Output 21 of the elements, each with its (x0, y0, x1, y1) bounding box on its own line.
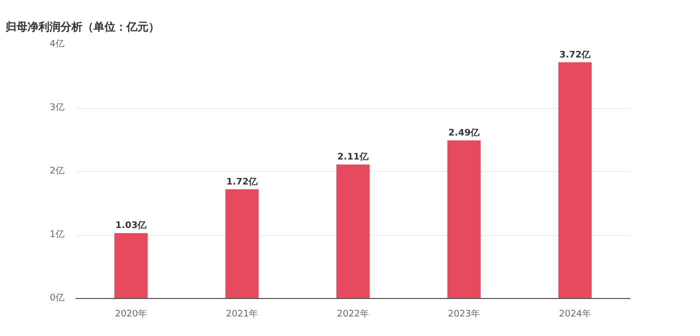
bar (558, 62, 592, 298)
data-label: 3.72亿 (559, 49, 592, 60)
x-tick-label: 2021年 (226, 308, 258, 320)
y-tick-label: 2亿 (50, 166, 65, 176)
y-tick-label: 0亿 (50, 292, 65, 304)
data-label: 2.49亿 (448, 127, 481, 138)
x-tick-label: 2022年 (337, 308, 369, 320)
x-tick-label: 2023年 (448, 308, 480, 320)
chart-title: 归母净利润分析（单位：亿元） (4, 20, 160, 34)
bar (447, 140, 481, 298)
y-tick-label: 3亿 (50, 102, 65, 113)
data-label: 1.03亿 (115, 220, 148, 232)
data-label: 1.72亿 (226, 176, 259, 188)
bar (225, 189, 259, 298)
data-label: 2.11亿 (337, 152, 370, 163)
bar (114, 233, 148, 298)
x-tick-label: 2020年 (115, 308, 147, 320)
x-tick-label: 2024年 (559, 308, 591, 320)
y-tick-label: 4亿 (50, 38, 65, 50)
bar (336, 164, 370, 298)
y-tick-label: 1亿 (50, 229, 65, 240)
